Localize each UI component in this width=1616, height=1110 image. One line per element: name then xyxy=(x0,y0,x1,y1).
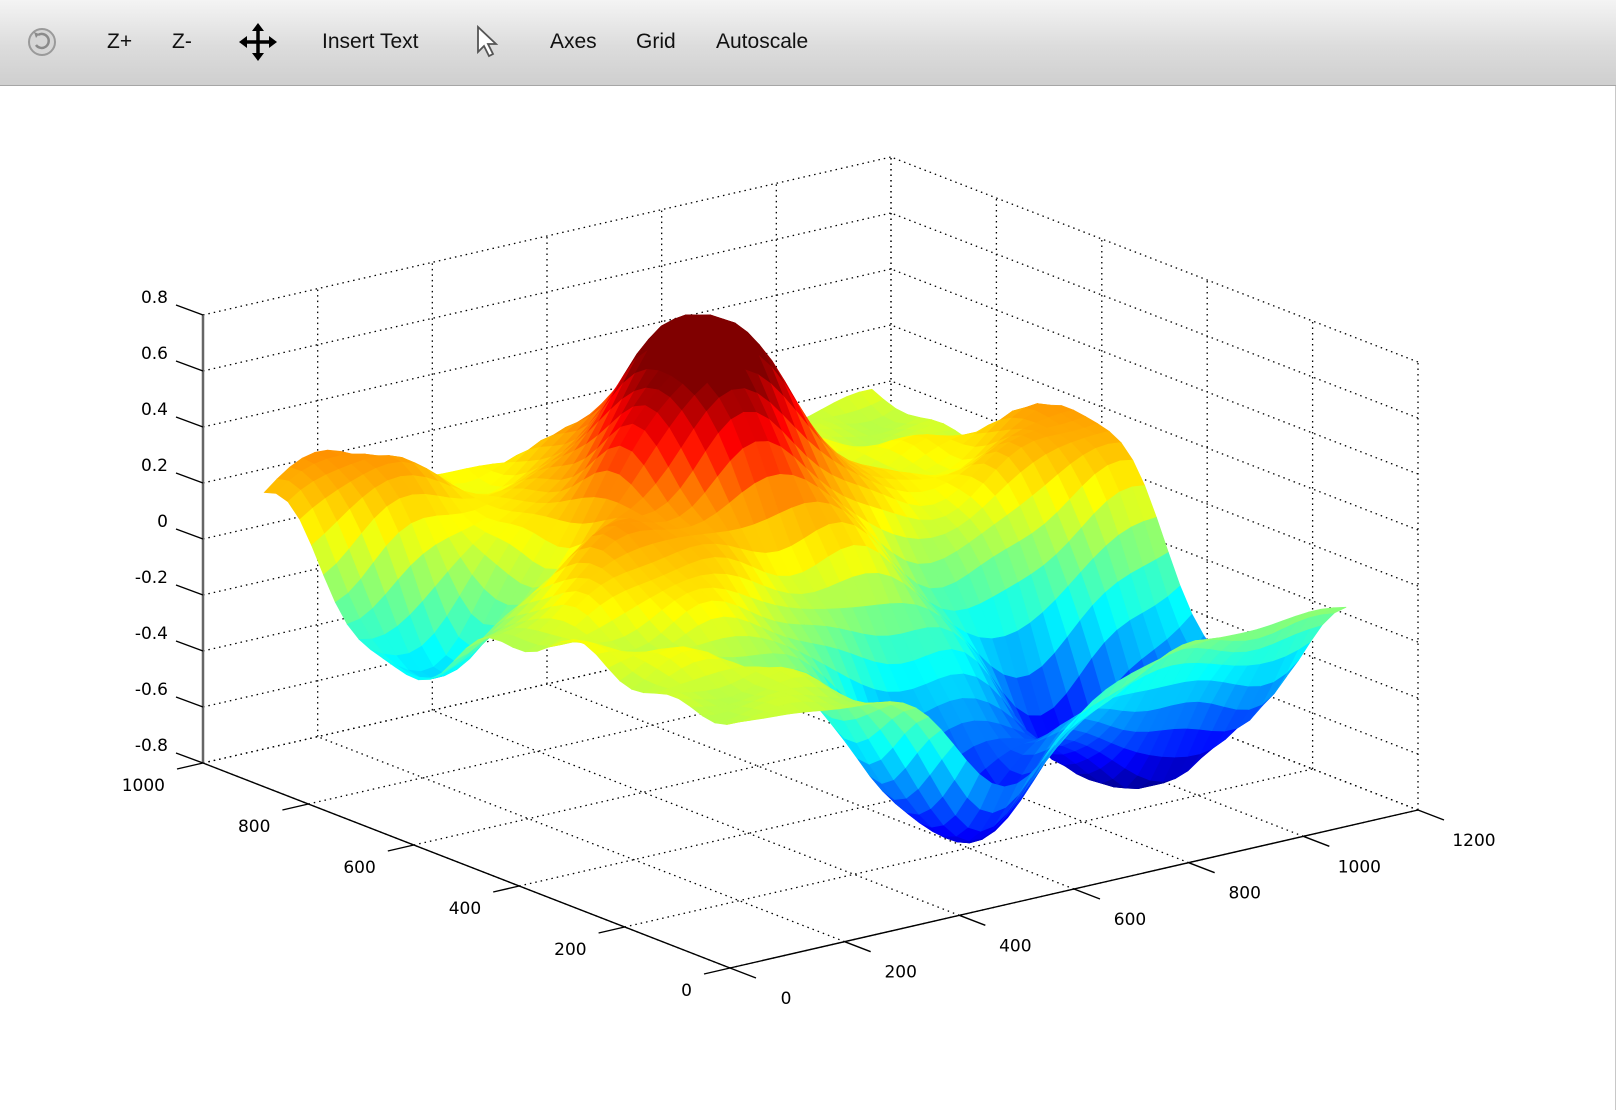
z-tick-label: -0.4 xyxy=(135,624,168,644)
grid-line-floor-x xyxy=(546,683,1075,890)
grid-line-side-horizontal xyxy=(890,380,1419,587)
z-tick-label: 0 xyxy=(157,512,168,532)
y-axis-line xyxy=(202,762,731,969)
pointer-icon[interactable] xyxy=(468,22,508,62)
rotate-icon[interactable] xyxy=(22,22,62,62)
grid-line-back-horizontal xyxy=(202,156,892,316)
grid-line-floor-y xyxy=(413,686,1102,846)
grid-line-floor-y xyxy=(519,727,1208,887)
grid-line-back-horizontal xyxy=(202,324,892,484)
zoom-out-button[interactable]: Z- xyxy=(172,30,192,53)
surface-patch xyxy=(726,719,752,725)
toolbar: Z+ Z- Insert Text Axes Grid Autoscale xyxy=(0,0,1616,86)
z-tick-label: 0.4 xyxy=(141,400,168,420)
z-tick-label: 0.2 xyxy=(141,456,168,476)
insert-text-button[interactable]: Insert Text xyxy=(322,30,419,53)
z-tick-mark xyxy=(175,360,204,372)
grid-line-back-horizontal xyxy=(202,604,892,764)
y-tick-mark xyxy=(282,803,309,811)
axes-button[interactable]: Axes xyxy=(550,30,597,53)
surface-mesh xyxy=(263,314,1347,844)
z-tick-label: 0.6 xyxy=(141,344,168,364)
autoscale-button[interactable]: Autoscale xyxy=(716,30,809,53)
grid-line-side-horizontal xyxy=(890,548,1419,755)
x-tick-mark xyxy=(1188,862,1215,874)
x-tick-label: 800 xyxy=(1228,884,1260,904)
z-tick-label: -0.2 xyxy=(135,568,168,588)
x-tick-mark xyxy=(729,967,757,979)
grid-button[interactable]: Grid xyxy=(636,30,676,53)
z-tick-mark xyxy=(175,752,204,764)
grid-line-side-horizontal xyxy=(890,156,1419,363)
x-tick-mark xyxy=(959,914,986,926)
z-tick-label: -0.8 xyxy=(135,736,168,756)
z-tick-mark xyxy=(175,472,204,484)
z-tick-mark xyxy=(175,528,204,540)
x-tick-label: 400 xyxy=(999,936,1031,956)
y-tick-label: 0 xyxy=(681,981,692,1001)
grid-line-side-horizontal xyxy=(890,268,1419,475)
x-tick-mark xyxy=(1073,888,1101,900)
surface-plot[interactable]: 0 200 400 600 800 1000 1200 0 200 400 600 800 1000 -0… xyxy=(0,87,1616,1110)
x-tick-label: 1200 xyxy=(1452,831,1495,851)
z-tick-label: 0.8 xyxy=(141,288,168,308)
x-tick-label: 600 xyxy=(1114,910,1146,930)
grid-line-floor-y xyxy=(624,768,1313,928)
grid-line-back-horizontal xyxy=(202,268,892,428)
y-tick-mark xyxy=(176,762,204,770)
grid-line-side-horizontal xyxy=(890,212,1419,419)
grid-line-side-horizontal xyxy=(890,492,1419,699)
x-tick-label: 1000 xyxy=(1338,857,1381,877)
y-tick-label: 400 xyxy=(449,899,481,919)
y-tick-mark xyxy=(598,926,625,934)
y-tick-label: 800 xyxy=(238,817,270,837)
pan-arrows-icon[interactable] xyxy=(238,22,278,62)
y-tick-mark xyxy=(703,967,731,975)
zoom-in-button[interactable]: Z+ xyxy=(107,30,133,53)
y-tick-label: 600 xyxy=(343,858,375,878)
grid-line-side-horizontal xyxy=(890,324,1419,531)
grid-line-floor-x xyxy=(661,657,1189,864)
z-tick-mark xyxy=(175,304,204,316)
y-tick-label: 1000 xyxy=(122,776,165,796)
grid-line-floor-y xyxy=(308,645,997,805)
z-tick-mark xyxy=(175,696,204,708)
x-tick-label: 0 xyxy=(781,989,792,1009)
tick-labels: 0 200 400 600 800 1000 1200 0 200 400 600 800 1000 -0… xyxy=(122,288,1496,1009)
grid-line-back-horizontal xyxy=(202,212,892,372)
z-tick-label: -0.6 xyxy=(135,680,168,700)
axes-frame xyxy=(175,304,1445,979)
z-tick-mark xyxy=(175,416,204,428)
x-tick-mark xyxy=(1303,835,1330,847)
y-tick-mark xyxy=(387,844,414,852)
y-tick-label: 200 xyxy=(554,940,586,960)
grid-line-side-horizontal xyxy=(890,604,1419,811)
z-tick-mark xyxy=(175,640,204,652)
grid-line-floor-x xyxy=(317,736,845,943)
x-tick-mark xyxy=(1417,809,1445,821)
z-tick-mark xyxy=(175,584,204,596)
x-tick-mark xyxy=(844,941,871,953)
grid-line-floor-x xyxy=(776,630,1304,837)
grid-line-floor-x xyxy=(432,709,960,916)
x-tick-label: 200 xyxy=(884,963,916,983)
y-tick-mark xyxy=(493,885,520,893)
plot-area[interactable]: 0 200 400 600 800 1000 1200 0 200 400 600 800 1000 -0… xyxy=(0,87,1616,1110)
